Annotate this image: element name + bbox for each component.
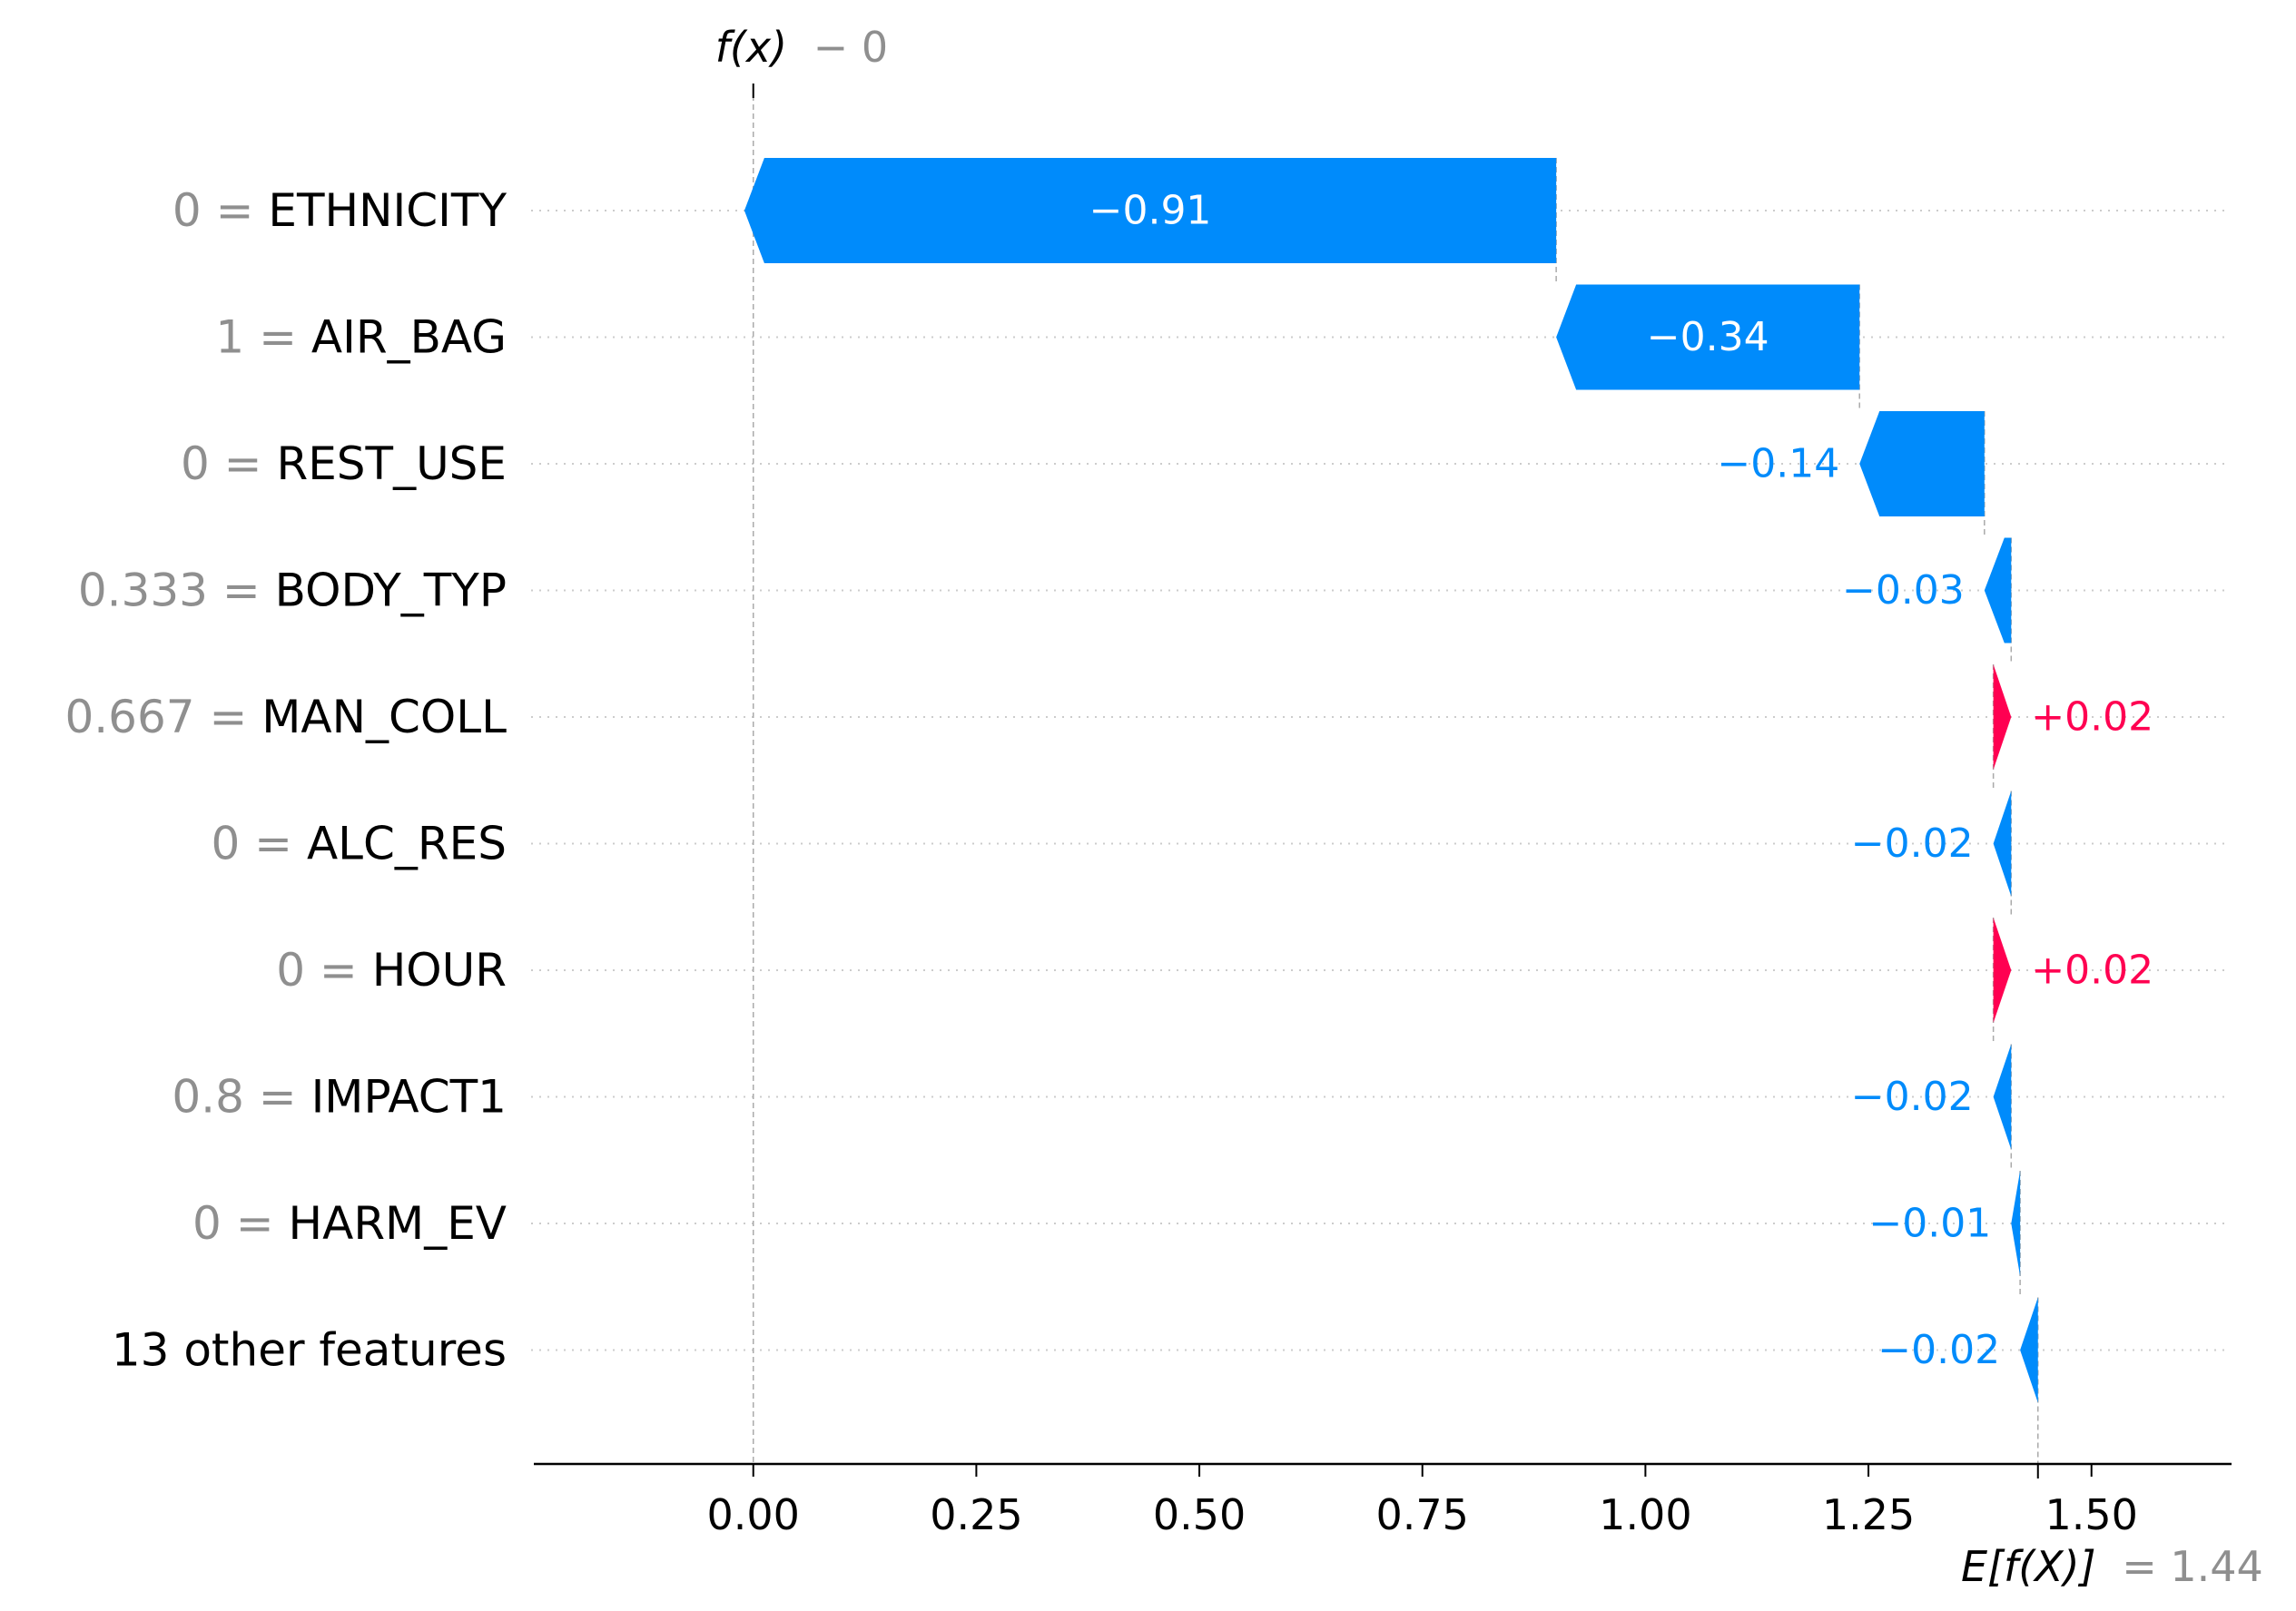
feature-name: HOUR xyxy=(372,944,507,997)
contribution-value-label: −0.02 xyxy=(1851,820,1974,867)
x-tick-label: 0.50 xyxy=(1153,1490,1246,1539)
contribution-value-label: −0.34 xyxy=(1647,314,1769,360)
x-tick-label: 1.50 xyxy=(2045,1490,2138,1539)
feature-name: HARM_EV xyxy=(289,1197,507,1250)
gridlines xyxy=(531,210,2224,1351)
feature-name: BODY_TYP xyxy=(275,565,507,617)
feature-name: ALC_RES xyxy=(307,818,507,870)
x-axis: 0.00 0.25 0.50 0.75 1.00 1.25 1.50 xyxy=(534,1462,2232,1539)
feature-label: 1 = AIR_BAG xyxy=(215,311,507,364)
contribution-bar xyxy=(1993,791,2012,897)
feature-label: 0 = ALC_RES xyxy=(211,818,507,870)
contribution-value-label: −0.01 xyxy=(1868,1201,1991,1247)
feature-label: 0 = HARM_EV xyxy=(192,1197,507,1250)
contribution-value-label: +0.02 xyxy=(2031,948,2153,994)
feature-value: 0.667 = xyxy=(64,691,261,743)
feature-value: 0 = xyxy=(181,437,277,490)
x-tick-label: 0.75 xyxy=(1376,1490,1469,1539)
contribution-bar xyxy=(1556,284,1860,390)
contribution-bars: −0.91 −0.34 −0.14 −0.03 +0.02 −0.02 +0.02 −0.02… xyxy=(744,158,2153,1403)
x-tick-label: 0.00 xyxy=(707,1490,800,1539)
contribution-value-label: −0.03 xyxy=(1842,567,1965,614)
efx-label-text: E[f(X)] xyxy=(1961,1542,2096,1591)
expected-value-annotation: E[f(X)] = 1.44 xyxy=(1961,1542,2263,1591)
contribution-value-label: −0.91 xyxy=(1089,188,1212,234)
feature-label: 0.667 = MAN_COLL xyxy=(64,691,507,743)
feature-value: 0 = xyxy=(211,818,307,870)
contribution-bar xyxy=(1993,918,2012,1023)
feature-label: 0 = ETHNICITY xyxy=(172,184,507,237)
contribution-value-label: +0.02 xyxy=(2031,694,2153,741)
feature-value: 0.8 = xyxy=(172,1071,310,1124)
feature-value: 0 = xyxy=(172,184,269,237)
contribution-value-label: −0.02 xyxy=(1877,1327,2000,1373)
feature-label: 13 other features xyxy=(112,1324,507,1377)
contribution-value-label: −0.14 xyxy=(1717,441,1839,487)
feature-label: 0 = HOUR xyxy=(276,944,507,997)
feature-value: 0 = xyxy=(192,1197,289,1250)
contribution-bar xyxy=(744,158,1557,263)
feature-name: 13 other features xyxy=(112,1324,507,1377)
feature-value: 0 = xyxy=(276,944,372,997)
contribution-bar xyxy=(1859,411,1985,516)
contribution-bar xyxy=(1984,537,2012,643)
feature-value: 1 = xyxy=(215,311,311,364)
x-tick-label: 1.25 xyxy=(1822,1490,1915,1539)
feature-name: AIR_BAG xyxy=(311,311,507,364)
feature-name: ETHNICITY xyxy=(268,184,507,237)
fx-value-text: − 0 xyxy=(813,23,888,72)
feature-labels: 0 = ETHNICITY 1 = AIR_BAG 0 = REST_USE 0.33… xyxy=(64,184,507,1377)
x-tick-label: 0.25 xyxy=(930,1490,1022,1539)
contribution-bar xyxy=(2020,1297,2038,1403)
feature-name: REST_USE xyxy=(276,437,507,490)
fx-annotation: f(x) − 0 xyxy=(715,23,888,72)
contribution-bar xyxy=(1993,664,2012,770)
feature-name: MAN_COLL xyxy=(261,691,507,743)
feature-label: 0.8 = IMPACT1 xyxy=(172,1071,507,1124)
feature-label: 0.333 = BODY_TYP xyxy=(78,565,507,617)
feature-label: 0 = REST_USE xyxy=(181,437,507,490)
contribution-value-label: −0.02 xyxy=(1851,1074,1974,1120)
efx-value-text: = 1.44 xyxy=(2122,1542,2263,1591)
feature-name: IMPACT1 xyxy=(311,1071,507,1124)
contribution-bar xyxy=(2011,1171,2021,1276)
feature-value: 0.333 = xyxy=(78,565,275,617)
fx-label-text: f(x) xyxy=(715,23,787,72)
contribution-bar xyxy=(1993,1044,2012,1150)
x-tick-label: 1.00 xyxy=(1599,1490,1691,1539)
